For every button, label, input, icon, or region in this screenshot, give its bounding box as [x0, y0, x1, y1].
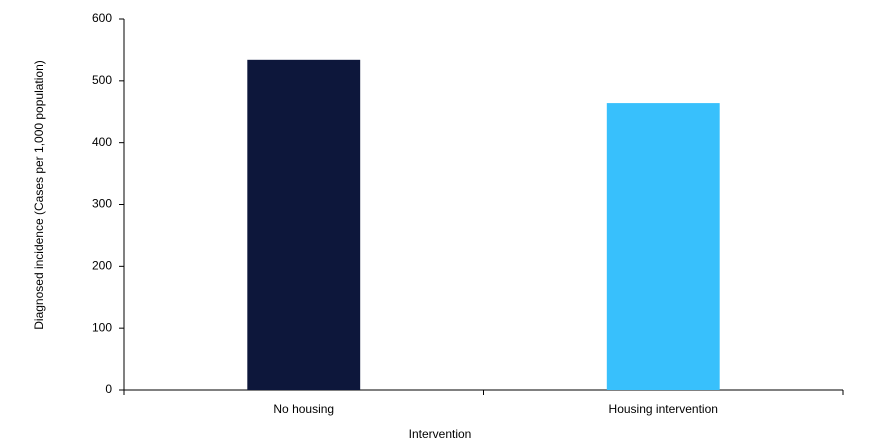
x-tick-label: No housing — [273, 402, 334, 416]
y-tick-label: 300 — [92, 197, 112, 211]
y-tick-label: 400 — [92, 135, 112, 149]
x-axis-label: Intervention — [409, 427, 472, 441]
bar — [247, 59, 361, 391]
y-tick-label: 100 — [92, 320, 112, 334]
y-tick-label: 600 — [92, 11, 112, 25]
y-tick-label: 0 — [105, 382, 112, 396]
bar — [606, 103, 720, 391]
y-axis-label: Diagnosed incidence (Cases per 1,000 pop… — [32, 60, 46, 330]
y-tick-label: 500 — [92, 73, 112, 87]
x-tick-label: Housing intervention — [609, 402, 718, 416]
y-tick-label: 200 — [92, 259, 112, 273]
